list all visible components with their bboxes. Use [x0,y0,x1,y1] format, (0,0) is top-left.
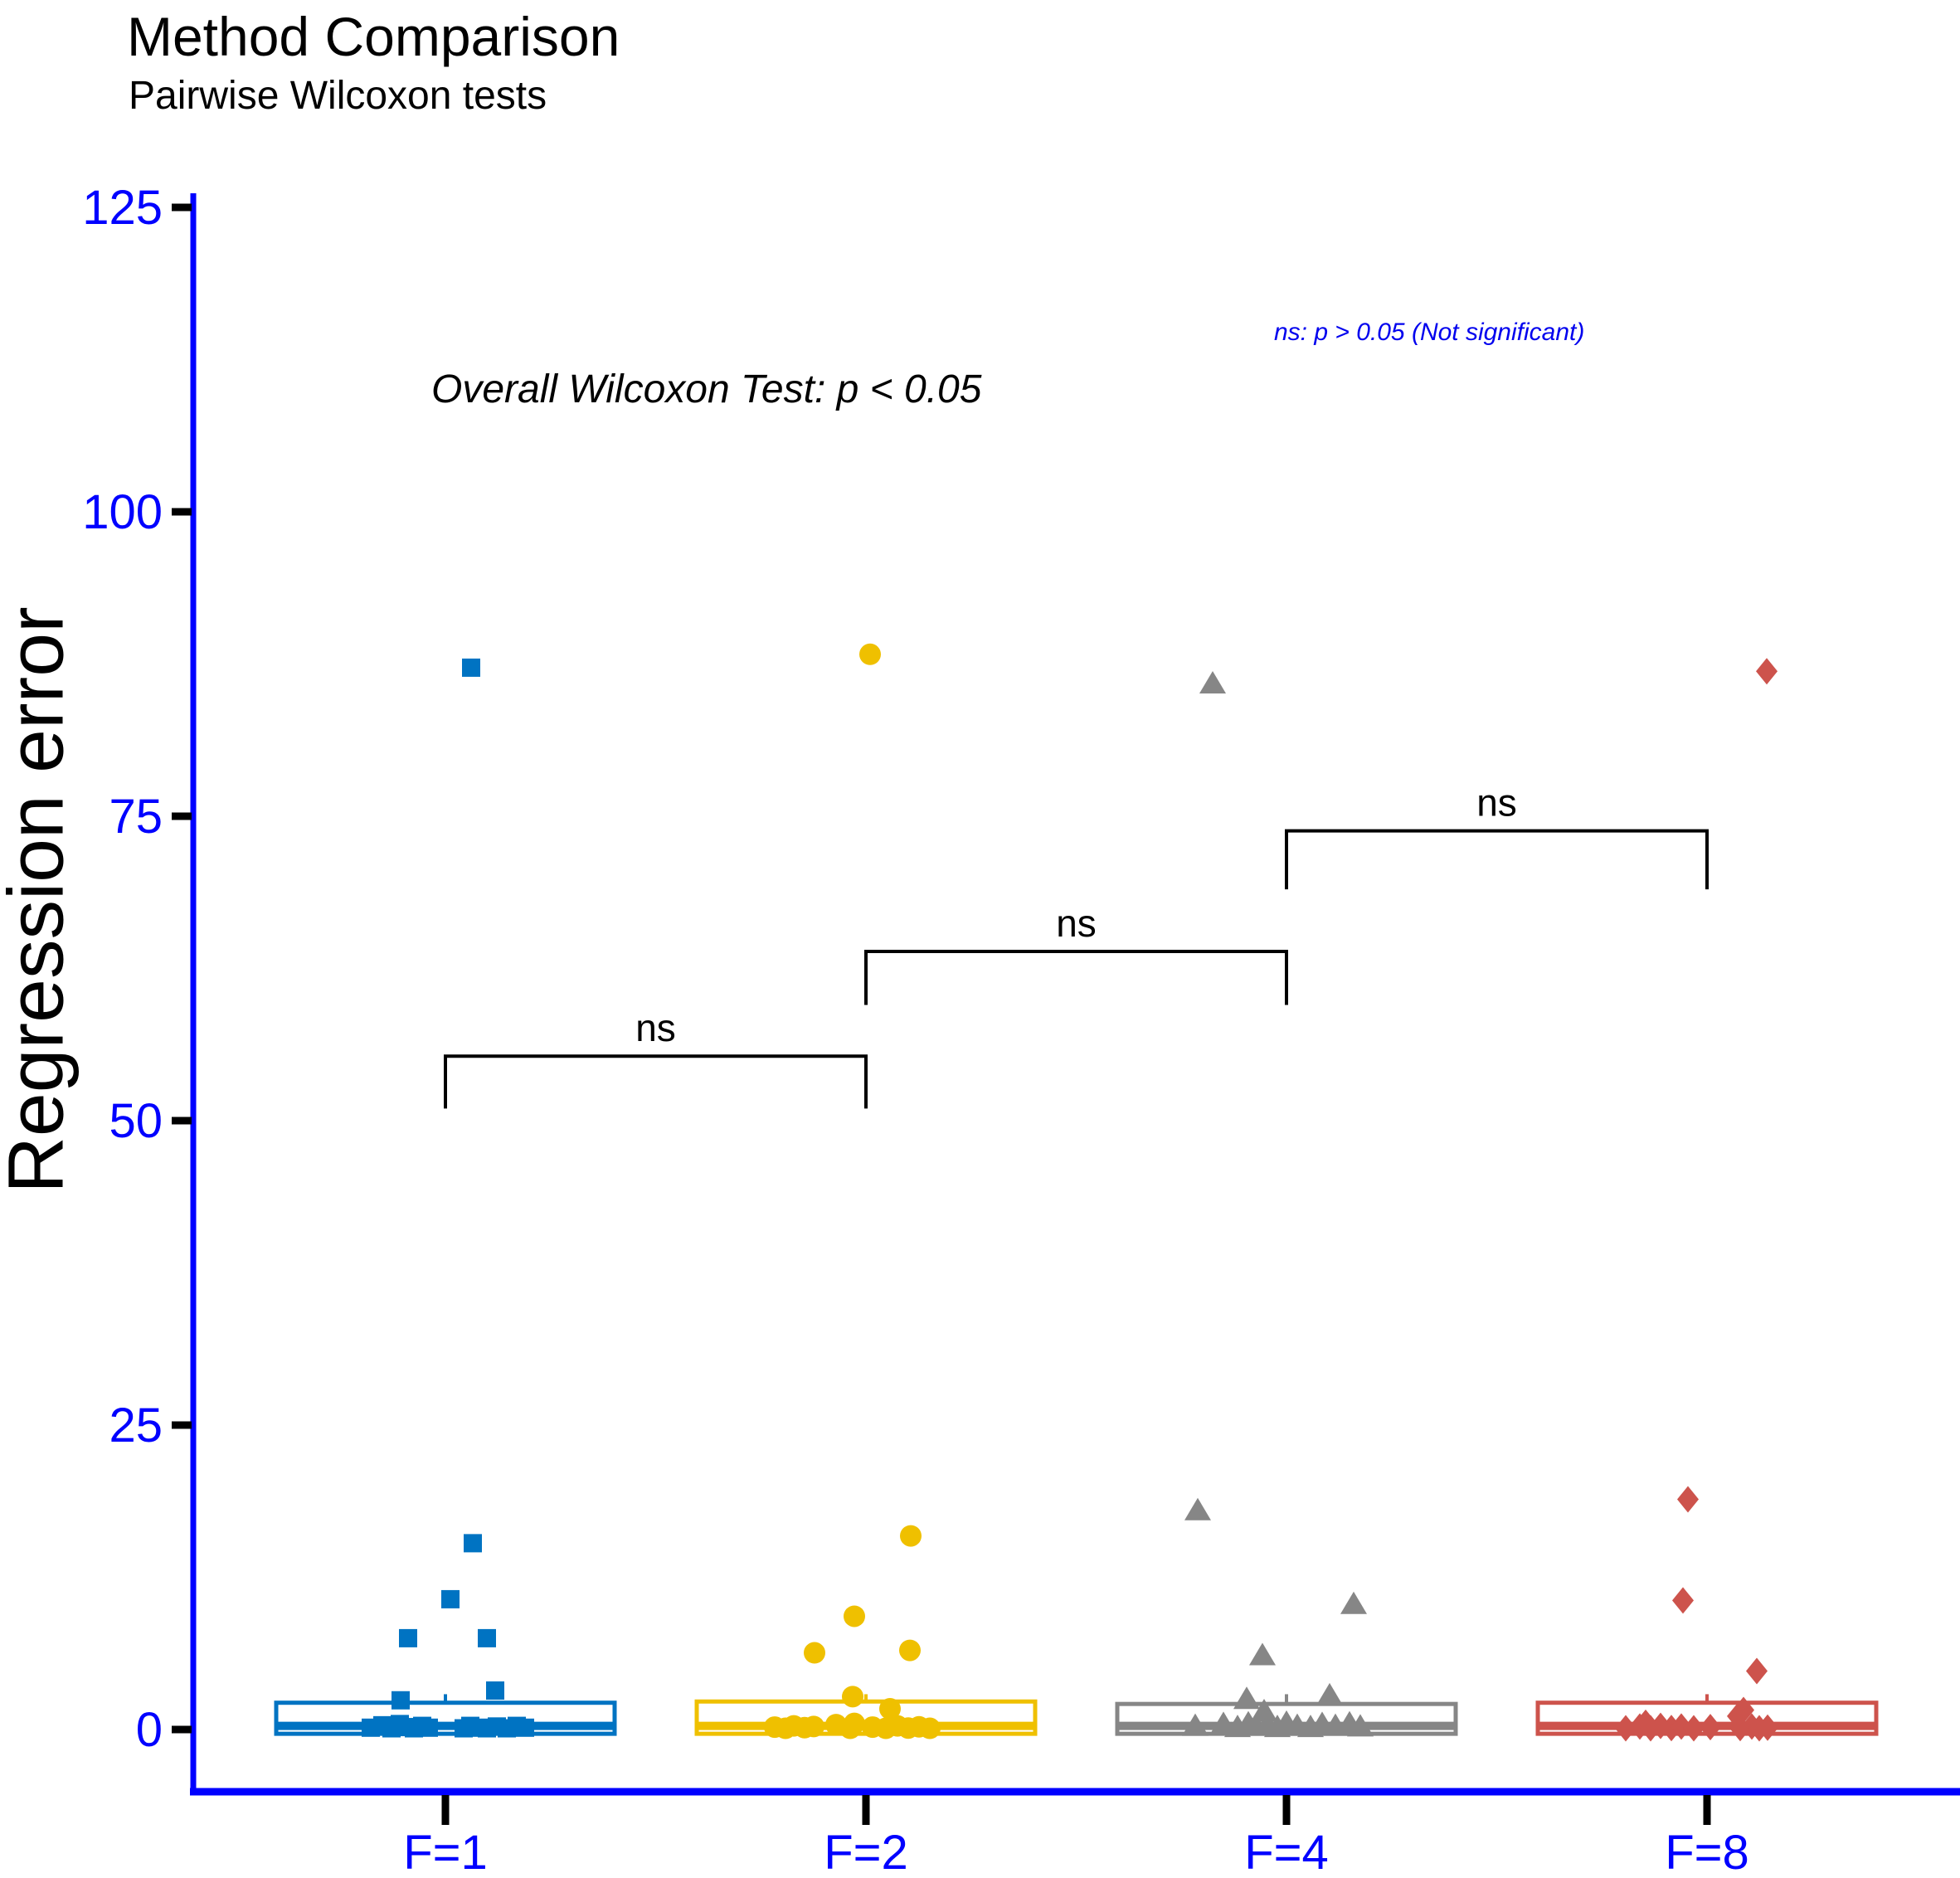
data-point [803,1715,824,1738]
data-point [1671,1713,1692,1740]
comparison-bracket [444,1054,868,1109]
data-point [464,1534,482,1553]
data-point [804,1642,825,1664]
data-point [399,1628,417,1647]
data-point [1677,1486,1699,1513]
x-tick-label: F=4 [1244,1826,1329,1878]
data-point [392,1691,410,1710]
data-point [1615,1715,1637,1742]
comparison-label: ns [1476,781,1517,825]
data-point [1249,1642,1276,1666]
comparison-label: ns [1056,902,1097,945]
data-point [1746,1657,1768,1685]
y-tick-label: 75 [109,790,163,844]
comparison-bracket [864,949,1288,1005]
data-point [842,1686,863,1708]
data-point [1182,1713,1209,1736]
data-point [1347,1714,1374,1737]
data-point [478,1628,496,1647]
data-point [1316,1682,1343,1705]
data-point [1757,1714,1778,1741]
data-point [899,1639,921,1661]
data-point [919,1717,941,1739]
y-tick-label: 25 [109,1399,163,1452]
overall-test-annotation: Overall Wilcoxon Test: p < 0.05 [431,367,982,411]
data-point [1340,1591,1367,1614]
ns-legend-annotation: ns: p > 0.05 (Not significant) [1274,319,1585,346]
data-point [844,1605,865,1627]
x-tick-label: F=2 [824,1826,908,1878]
x-tick-label: F=8 [1665,1826,1749,1878]
comparison-bracket [1285,829,1709,890]
comparison-label: ns [635,1006,676,1049]
data-point [844,1712,865,1734]
data-point [420,1718,438,1737]
data-point [1672,1587,1694,1614]
y-tick-label: 0 [136,1703,163,1757]
data-point [1184,1497,1211,1520]
data-point [1700,1714,1721,1741]
data-point [900,1525,922,1547]
outlier-point [1199,670,1226,693]
data-point [879,1698,901,1720]
data-point [486,1681,504,1700]
data-point [441,1589,460,1608]
page-title: Method Comparison [127,6,620,67]
x-tick-label: F=1 [403,1826,488,1878]
y-tick-label: 125 [82,181,163,235]
y-tick-label: 100 [82,485,163,539]
data-point [1233,1686,1260,1710]
y-tick-label: 50 [109,1094,163,1148]
data-point [516,1718,534,1737]
data-point [1683,1715,1705,1742]
page-subtitle: Pairwise Wilcoxon tests [129,74,547,118]
outlier-point [859,643,881,665]
outlier-point [1756,658,1778,685]
outlier-point [462,658,480,677]
